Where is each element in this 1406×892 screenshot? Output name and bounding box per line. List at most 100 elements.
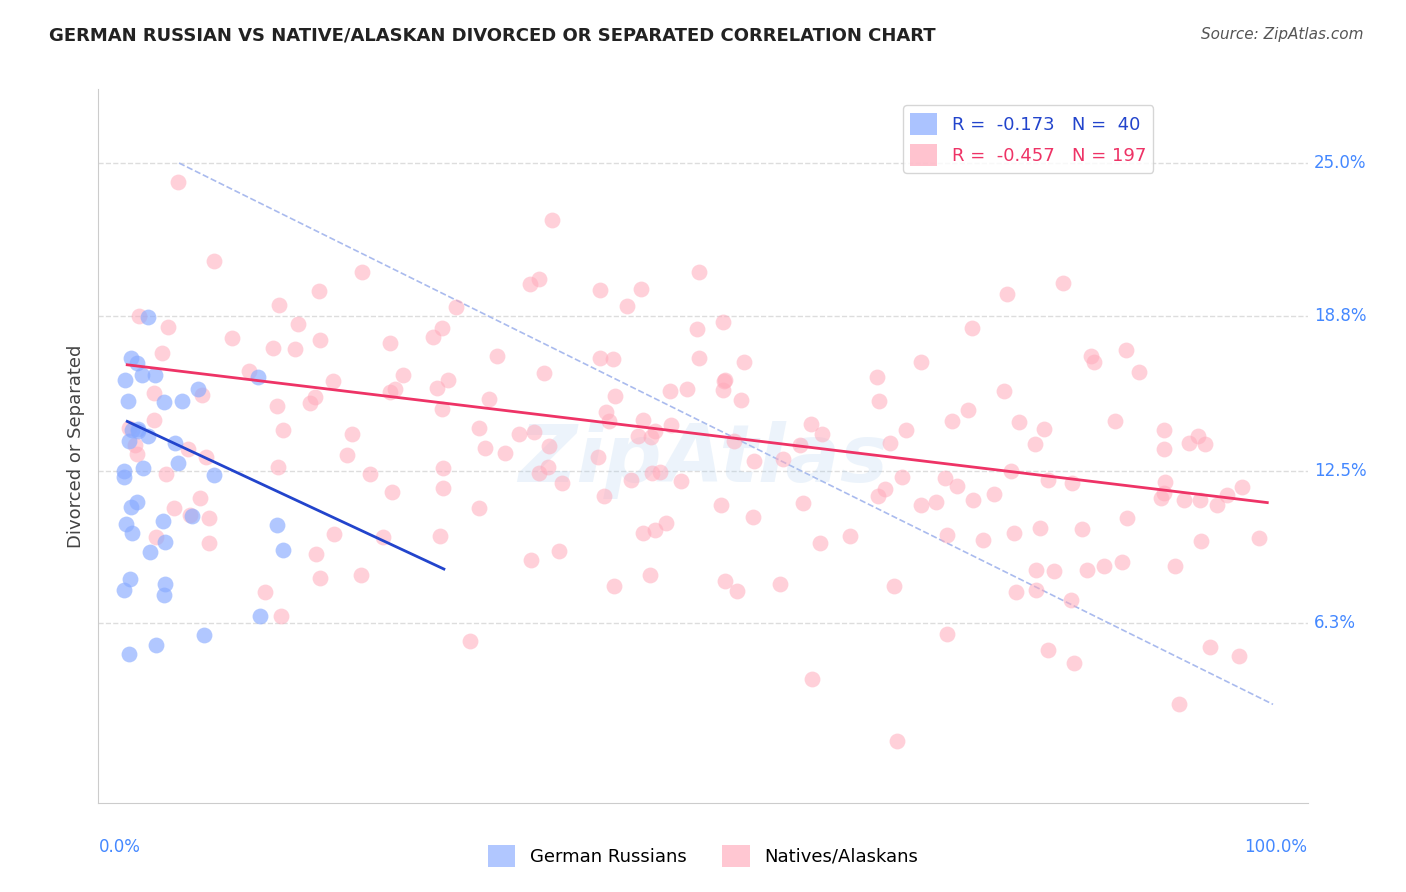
- Point: [152, 588, 174, 602]
- Point: [868, 489, 890, 503]
- Point: [675, 382, 697, 396]
- Point: [1104, 413, 1126, 427]
- Point: [661, 418, 683, 433]
- Point: [115, 516, 138, 531]
- Point: [1187, 429, 1209, 443]
- Point: [1025, 582, 1047, 597]
- Point: [150, 346, 173, 360]
- Point: [143, 368, 166, 382]
- Point: [723, 434, 745, 448]
- Point: [868, 393, 890, 408]
- Point: [153, 576, 176, 591]
- Point: [616, 299, 638, 313]
- Point: [1076, 563, 1098, 577]
- Point: [195, 450, 218, 465]
- Point: [309, 333, 332, 347]
- Point: [124, 438, 146, 452]
- Point: [523, 425, 546, 439]
- Point: [384, 382, 406, 396]
- Point: [811, 426, 834, 441]
- Point: [1178, 436, 1201, 450]
- Point: [1060, 593, 1083, 607]
- Point: [1168, 697, 1191, 711]
- Point: [741, 510, 763, 524]
- Point: [142, 385, 165, 400]
- Point: [983, 487, 1005, 501]
- Point: [426, 382, 449, 396]
- Point: [444, 300, 467, 314]
- Point: [1194, 437, 1216, 451]
- Point: [1083, 354, 1105, 368]
- Point: [298, 396, 321, 410]
- Point: [128, 309, 150, 323]
- Point: [112, 464, 135, 478]
- Point: [658, 384, 681, 399]
- Point: [127, 424, 149, 438]
- Point: [537, 459, 560, 474]
- Point: [118, 647, 141, 661]
- Point: [145, 638, 167, 652]
- Point: [641, 466, 664, 480]
- Legend: R =  -0.173   N =  40, R =  -0.457   N = 197: R = -0.173 N = 40, R = -0.457 N = 197: [903, 105, 1153, 173]
- Point: [468, 421, 491, 435]
- Point: [267, 460, 290, 475]
- Point: [478, 392, 501, 406]
- Point: [742, 453, 765, 467]
- Point: [1173, 492, 1195, 507]
- Point: [714, 574, 737, 588]
- Point: [1205, 498, 1227, 512]
- Point: [118, 421, 141, 435]
- Point: [711, 315, 734, 329]
- Point: [602, 352, 624, 367]
- Point: [533, 366, 555, 380]
- Point: [127, 422, 149, 436]
- Point: [866, 370, 889, 384]
- Point: [1032, 422, 1054, 436]
- Text: Source: ZipAtlas.com: Source: ZipAtlas.com: [1201, 27, 1364, 42]
- Point: [1149, 491, 1171, 506]
- Point: [631, 526, 654, 541]
- Point: [145, 530, 167, 544]
- Point: [120, 573, 142, 587]
- Point: [1163, 559, 1185, 574]
- Point: [772, 451, 794, 466]
- Point: [879, 436, 901, 450]
- Point: [688, 351, 710, 366]
- Point: [163, 436, 186, 450]
- Point: [890, 470, 912, 484]
- Point: [167, 456, 190, 470]
- Point: [725, 583, 748, 598]
- Point: [378, 385, 401, 400]
- Point: [1038, 642, 1060, 657]
- Point: [1071, 522, 1094, 536]
- Point: [136, 429, 159, 443]
- Point: [1153, 486, 1175, 500]
- Point: [886, 734, 908, 748]
- Text: 0.0%: 0.0%: [98, 838, 141, 856]
- Point: [432, 401, 454, 416]
- Point: [371, 530, 394, 544]
- Point: [350, 567, 373, 582]
- Text: ZipAtlas: ZipAtlas: [517, 421, 889, 500]
- Point: [117, 393, 139, 408]
- Point: [633, 412, 655, 426]
- Point: [1063, 656, 1085, 670]
- Text: 12.5%: 12.5%: [1313, 461, 1367, 480]
- Point: [309, 571, 332, 585]
- Point: [474, 441, 496, 455]
- Point: [125, 446, 148, 460]
- Point: [1216, 488, 1239, 502]
- Point: [202, 467, 225, 482]
- Text: 18.8%: 18.8%: [1313, 307, 1367, 325]
- Point: [1188, 492, 1211, 507]
- Point: [152, 514, 174, 528]
- Text: 100.0%: 100.0%: [1244, 838, 1308, 856]
- Point: [378, 336, 401, 351]
- Point: [249, 608, 271, 623]
- Legend: German Russians, Natives/Alaskans: German Russians, Natives/Alaskans: [481, 838, 925, 874]
- Point: [910, 355, 932, 369]
- Point: [152, 395, 174, 409]
- Point: [1199, 640, 1222, 654]
- Point: [198, 510, 221, 524]
- Point: [603, 579, 626, 593]
